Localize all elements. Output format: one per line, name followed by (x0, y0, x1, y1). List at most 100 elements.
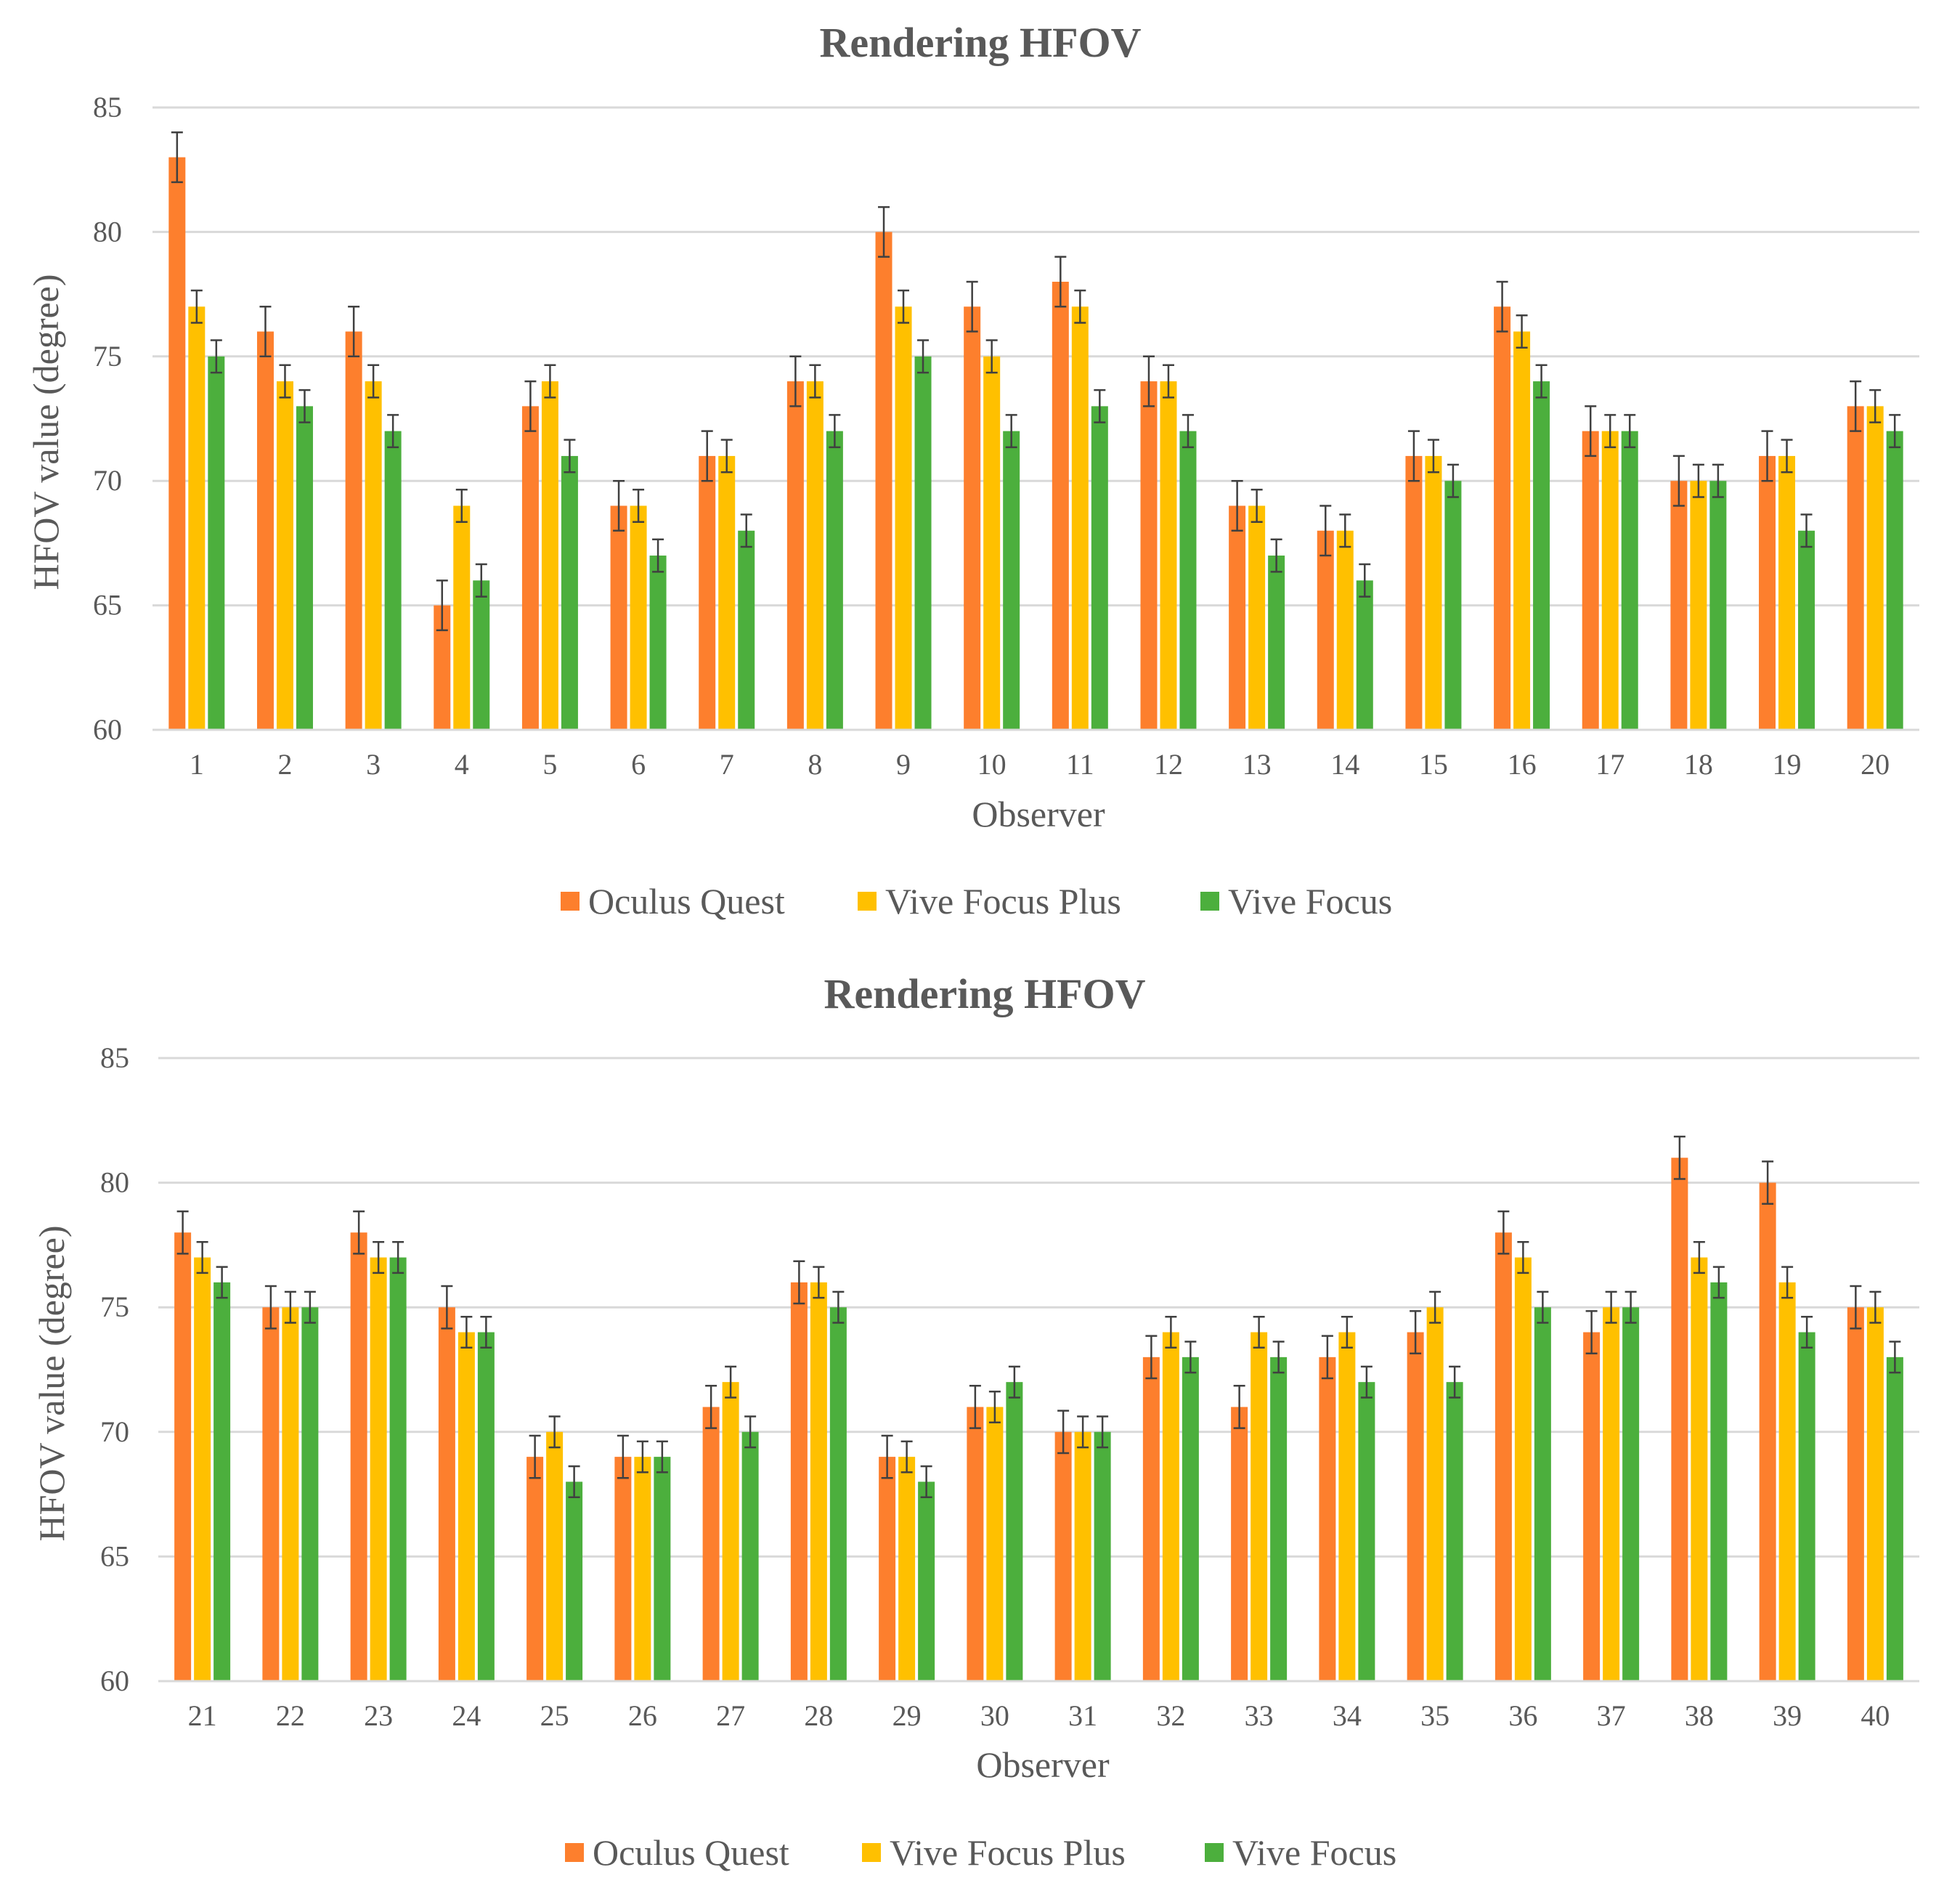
bar-vive-focus-20 (1886, 431, 1903, 730)
error-bar-vive-focus-plus-15 (1427, 439, 1439, 473)
error-bar-vive-focus-plus-18 (1692, 463, 1704, 498)
x-axis-title: Observer (972, 794, 1105, 834)
error-bar-vive-focus-14 (1359, 563, 1371, 598)
bar-vive-focus-9 (914, 356, 932, 730)
error-bar-vive-focus-39 (1801, 1315, 1813, 1349)
error-bar-vive-focus-plus-14 (1339, 513, 1351, 548)
error-bar-vive-focus-plus-11 (1074, 289, 1086, 324)
error-bar-vive-focus-7 (740, 513, 752, 548)
error-bar-vive-focus-27 (744, 1415, 757, 1449)
error-bar-oculus-quest-35 (1410, 1310, 1422, 1354)
bar-vive-focus-plus-14 (1336, 530, 1354, 730)
bar-vive-focus-38 (1710, 1282, 1728, 1681)
legend-label-vive-focus: Vive Focus (1232, 1832, 1396, 1873)
bar-oculus-quest-5 (521, 406, 539, 730)
x-tick-label-10: 10 (977, 748, 1007, 781)
bar-oculus-quest-3 (345, 331, 362, 730)
error-bar-vive-focus-plus-22 (284, 1290, 296, 1324)
y-tick-label-65: 65 (93, 589, 122, 622)
x-tick-label-31: 31 (1068, 1699, 1097, 1732)
bar-oculus-quest-17 (1582, 431, 1599, 730)
error-bar-vive-focus-plus-20 (1869, 389, 1882, 423)
bar-vive-focus-29 (918, 1481, 935, 1681)
error-bar-vive-focus-plus-28 (813, 1266, 825, 1299)
bar-vive-focus-17 (1621, 431, 1638, 730)
bar-vive-focus-plus-19 (1778, 455, 1796, 730)
error-bar-vive-focus-plus-36 (1517, 1241, 1529, 1274)
error-bar-vive-focus-plus-4 (455, 488, 468, 524)
y-tick-label-75: 75 (93, 340, 122, 373)
error-bar-vive-focus-plus-27 (725, 1365, 737, 1399)
error-bar-oculus-quest-39 (1762, 1160, 1774, 1205)
error-bar-vive-focus-plus-7 (720, 439, 733, 473)
error-bar-oculus-quest-37 (1585, 1310, 1598, 1354)
error-bar-vive-focus-plus-38 (1693, 1241, 1705, 1274)
error-bar-oculus-quest-20 (1850, 380, 1862, 432)
bar-vive-focus-5 (561, 455, 578, 730)
bar-vive-focus-plus-33 (1251, 1332, 1268, 1681)
chart-bottom: Rendering HFOV 60 65 70 75 80 85 21 22 23 24 25 26… (31, 970, 1919, 1873)
bar-vive-focus-plus-3 (365, 381, 382, 730)
bar-oculus-quest-34 (1319, 1357, 1336, 1681)
error-bar-vive-focus-10 (1005, 414, 1017, 449)
error-bar-vive-focus-plus-31 (1077, 1415, 1089, 1449)
error-bar-vive-focus-plus-1 (190, 289, 203, 324)
bar-oculus-quest-22 (262, 1307, 280, 1681)
x-tick-label-15: 15 (1419, 748, 1448, 781)
error-bar-vive-focus-25 (568, 1465, 580, 1498)
error-bar-oculus-quest-23 (353, 1210, 365, 1255)
error-bar-oculus-quest-19 (1761, 430, 1773, 482)
x-tick-label-17: 17 (1595, 748, 1624, 781)
y-axis-ticks: 60 65 70 75 80 85 (93, 91, 122, 746)
bar-oculus-quest-24 (438, 1307, 455, 1681)
legend-label-oculus-quest: Oculus Quest (593, 1832, 789, 1873)
bar-oculus-quest-16 (1494, 306, 1511, 730)
error-bar-oculus-quest-15 (1407, 430, 1420, 482)
y-tick-label-85: 85 (100, 1041, 129, 1074)
error-bar-vive-focus-plus-10 (985, 339, 998, 374)
x-tick-label-34: 34 (1333, 1699, 1362, 1732)
bar-vive-focus-40 (1886, 1357, 1903, 1681)
error-bar-vive-focus-21 (216, 1266, 228, 1299)
bar-vive-focus-plus-23 (370, 1257, 387, 1681)
bar-oculus-quest-27 (702, 1407, 720, 1681)
x-tick-label-25: 25 (540, 1699, 569, 1732)
bar-vive-focus-plus-40 (1866, 1307, 1884, 1681)
y-tick-label-85: 85 (93, 91, 122, 123)
y-tick-label-60: 60 (100, 1664, 129, 1697)
chart-title: Rendering HFOV (824, 970, 1145, 1017)
bar-oculus-quest-20 (1847, 406, 1864, 730)
error-bar-oculus-quest-40 (1850, 1285, 1862, 1330)
bar-oculus-quest-40 (1847, 1307, 1864, 1681)
bar-vive-focus-plus-16 (1513, 331, 1531, 730)
x-tick-label-27: 27 (716, 1699, 745, 1732)
bar-oculus-quest-8 (786, 381, 804, 730)
bar-vive-focus-28 (829, 1307, 847, 1681)
bar-oculus-quest-15 (1405, 455, 1423, 730)
error-bars (176, 1135, 1901, 1498)
error-bar-oculus-quest-17 (1585, 405, 1597, 458)
error-bar-vive-focus-plus-26 (636, 1440, 648, 1473)
error-bar-oculus-quest-5 (524, 380, 537, 432)
bar-vive-focus-39 (1798, 1332, 1815, 1681)
x-tick-label-35: 35 (1420, 1699, 1449, 1732)
bar-vive-focus-30 (1006, 1382, 1023, 1681)
bar-oculus-quest-31 (1054, 1431, 1072, 1681)
error-bar-oculus-quest-36 (1497, 1210, 1510, 1255)
error-bar-vive-focus-33 (1272, 1341, 1285, 1374)
bar-vive-focus-plus-15 (1425, 455, 1442, 730)
error-bar-vive-focus-36 (1537, 1290, 1549, 1324)
x-axis-title: Observer (976, 1744, 1110, 1785)
x-tick-label-37: 37 (1597, 1699, 1626, 1732)
bar-oculus-quest-35 (1407, 1332, 1424, 1681)
x-tick-label-23: 23 (364, 1699, 393, 1732)
x-tick-label-12: 12 (1154, 748, 1183, 781)
x-tick-label-29: 29 (892, 1699, 922, 1732)
bar-oculus-quest-39 (1759, 1182, 1776, 1681)
x-tick-label-4: 4 (455, 748, 469, 781)
bar-vive-focus-11 (1091, 406, 1108, 730)
bar-vive-focus-14 (1356, 580, 1373, 730)
error-bar-oculus-quest-6 (613, 479, 625, 532)
error-bar-oculus-quest-22 (264, 1285, 277, 1330)
y-tick-label-80: 80 (93, 215, 122, 248)
